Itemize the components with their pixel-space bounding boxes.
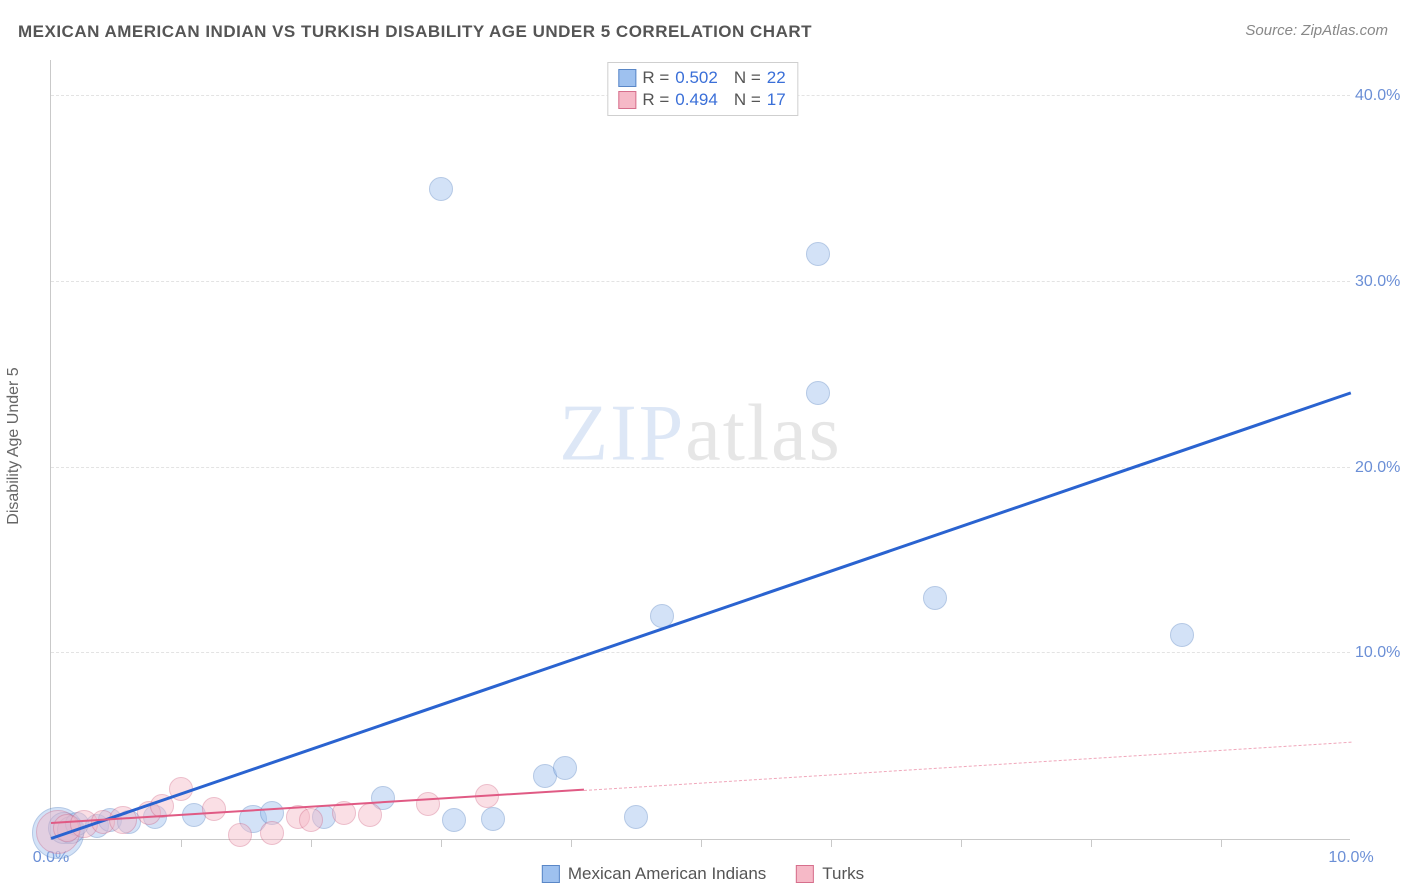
legend-n-label: N = [734, 90, 761, 110]
scatter-point [202, 797, 226, 821]
legend-swatch [618, 69, 636, 87]
legend-stats-row: R = 0.494 N = 17 [618, 89, 785, 111]
scatter-point [358, 803, 382, 827]
legend-n-value: 22 [767, 68, 786, 88]
y-tick-label: 30.0% [1355, 273, 1406, 291]
chart-container: MEXICAN AMERICAN INDIAN VS TURKISH DISAB… [0, 0, 1406, 892]
x-tick [311, 839, 312, 847]
bottom-legend: Mexican American Indians Turks [542, 864, 864, 884]
legend-stats-box: R = 0.502 N = 22 R = 0.494 N = 17 [607, 62, 798, 116]
scatter-point [806, 381, 830, 405]
legend-r-label: R = [642, 68, 669, 88]
legend-swatch [542, 865, 560, 883]
scatter-point [1170, 623, 1194, 647]
scatter-point [553, 756, 577, 780]
trend-line [584, 741, 1351, 790]
watermark-zip: ZIP [559, 389, 685, 477]
y-tick-label: 20.0% [1355, 459, 1406, 477]
scatter-point [481, 807, 505, 831]
x-tick [1091, 839, 1092, 847]
x-tick [1221, 839, 1222, 847]
gridline-h [51, 281, 1350, 282]
x-tick [961, 839, 962, 847]
bottom-legend-label: Mexican American Indians [568, 864, 766, 884]
legend-r-value: 0.502 [675, 68, 718, 88]
scatter-point [416, 792, 440, 816]
gridline-h [51, 467, 1350, 468]
x-tick [181, 839, 182, 847]
legend-r-label: R = [642, 90, 669, 110]
y-tick-label: 10.0% [1355, 644, 1406, 662]
plot-area: ZIPatlas 10.0%20.0%30.0%40.0%0.0%10.0% [50, 60, 1350, 840]
legend-stats-row: R = 0.502 N = 22 [618, 67, 785, 89]
legend-swatch [618, 91, 636, 109]
scatter-point [806, 242, 830, 266]
trend-line [51, 391, 1352, 839]
source-label: Source: [1245, 22, 1297, 39]
legend-n-label: N = [734, 68, 761, 88]
y-tick-label: 40.0% [1355, 87, 1406, 105]
scatter-point [429, 177, 453, 201]
x-tick [831, 839, 832, 847]
scatter-point [299, 808, 323, 832]
y-axis-label: Disability Age Under 5 [5, 367, 23, 524]
x-tick-label: 10.0% [1328, 849, 1373, 867]
bottom-legend-item: Mexican American Indians [542, 864, 766, 884]
source-credit: Source: ZipAtlas.com [1245, 22, 1388, 39]
gridline-h [51, 652, 1350, 653]
bottom-legend-label: Turks [822, 864, 864, 884]
chart-title: MEXICAN AMERICAN INDIAN VS TURKISH DISAB… [18, 22, 812, 42]
legend-n-value: 17 [767, 90, 786, 110]
scatter-point [442, 808, 466, 832]
bottom-legend-item: Turks [796, 864, 864, 884]
legend-swatch [796, 865, 814, 883]
source-name: ZipAtlas.com [1301, 22, 1388, 39]
legend-r-value: 0.494 [675, 90, 718, 110]
x-tick [701, 839, 702, 847]
scatter-point [624, 805, 648, 829]
x-tick [441, 839, 442, 847]
scatter-point [923, 586, 947, 610]
scatter-point [228, 823, 252, 847]
scatter-point [260, 821, 284, 845]
x-tick [571, 839, 572, 847]
